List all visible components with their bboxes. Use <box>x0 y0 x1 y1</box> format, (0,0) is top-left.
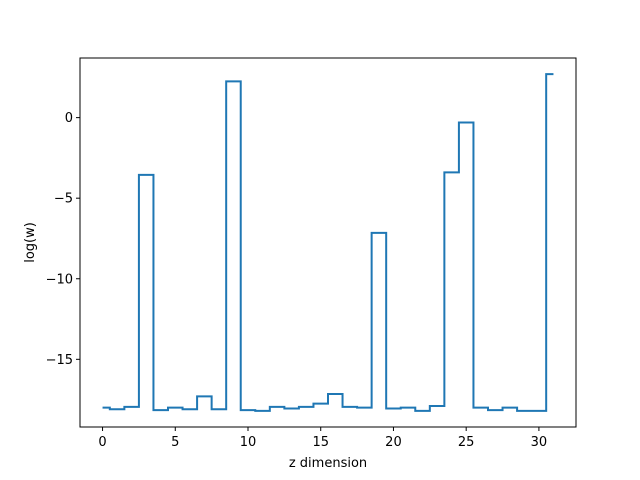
x-tick-label: 20 <box>385 435 402 450</box>
x-tick-label: 10 <box>240 435 257 450</box>
x-tick-label: 0 <box>98 435 106 450</box>
y-tick-label: −15 <box>46 353 73 368</box>
x-tick-label: 5 <box>171 435 179 450</box>
y-tick-label: 0 <box>65 111 73 126</box>
y-axis-label: log(w) <box>23 222 38 263</box>
axes-frame <box>79 57 577 428</box>
series-line-step <box>102 73 554 412</box>
x-axis-label: z dimension <box>289 456 367 471</box>
x-tick-label: 15 <box>312 435 329 450</box>
x-tick-label: 25 <box>458 435 475 450</box>
y-axis-ticks: 0 −5 −10 −15 <box>46 111 80 368</box>
y-tick-label: −10 <box>46 272 73 287</box>
x-tick-label: 30 <box>531 435 548 450</box>
x-axis-ticks: 0 5 10 15 20 25 30 <box>98 427 547 450</box>
y-tick-label: −5 <box>54 192 73 207</box>
plot-area <box>102 73 554 412</box>
